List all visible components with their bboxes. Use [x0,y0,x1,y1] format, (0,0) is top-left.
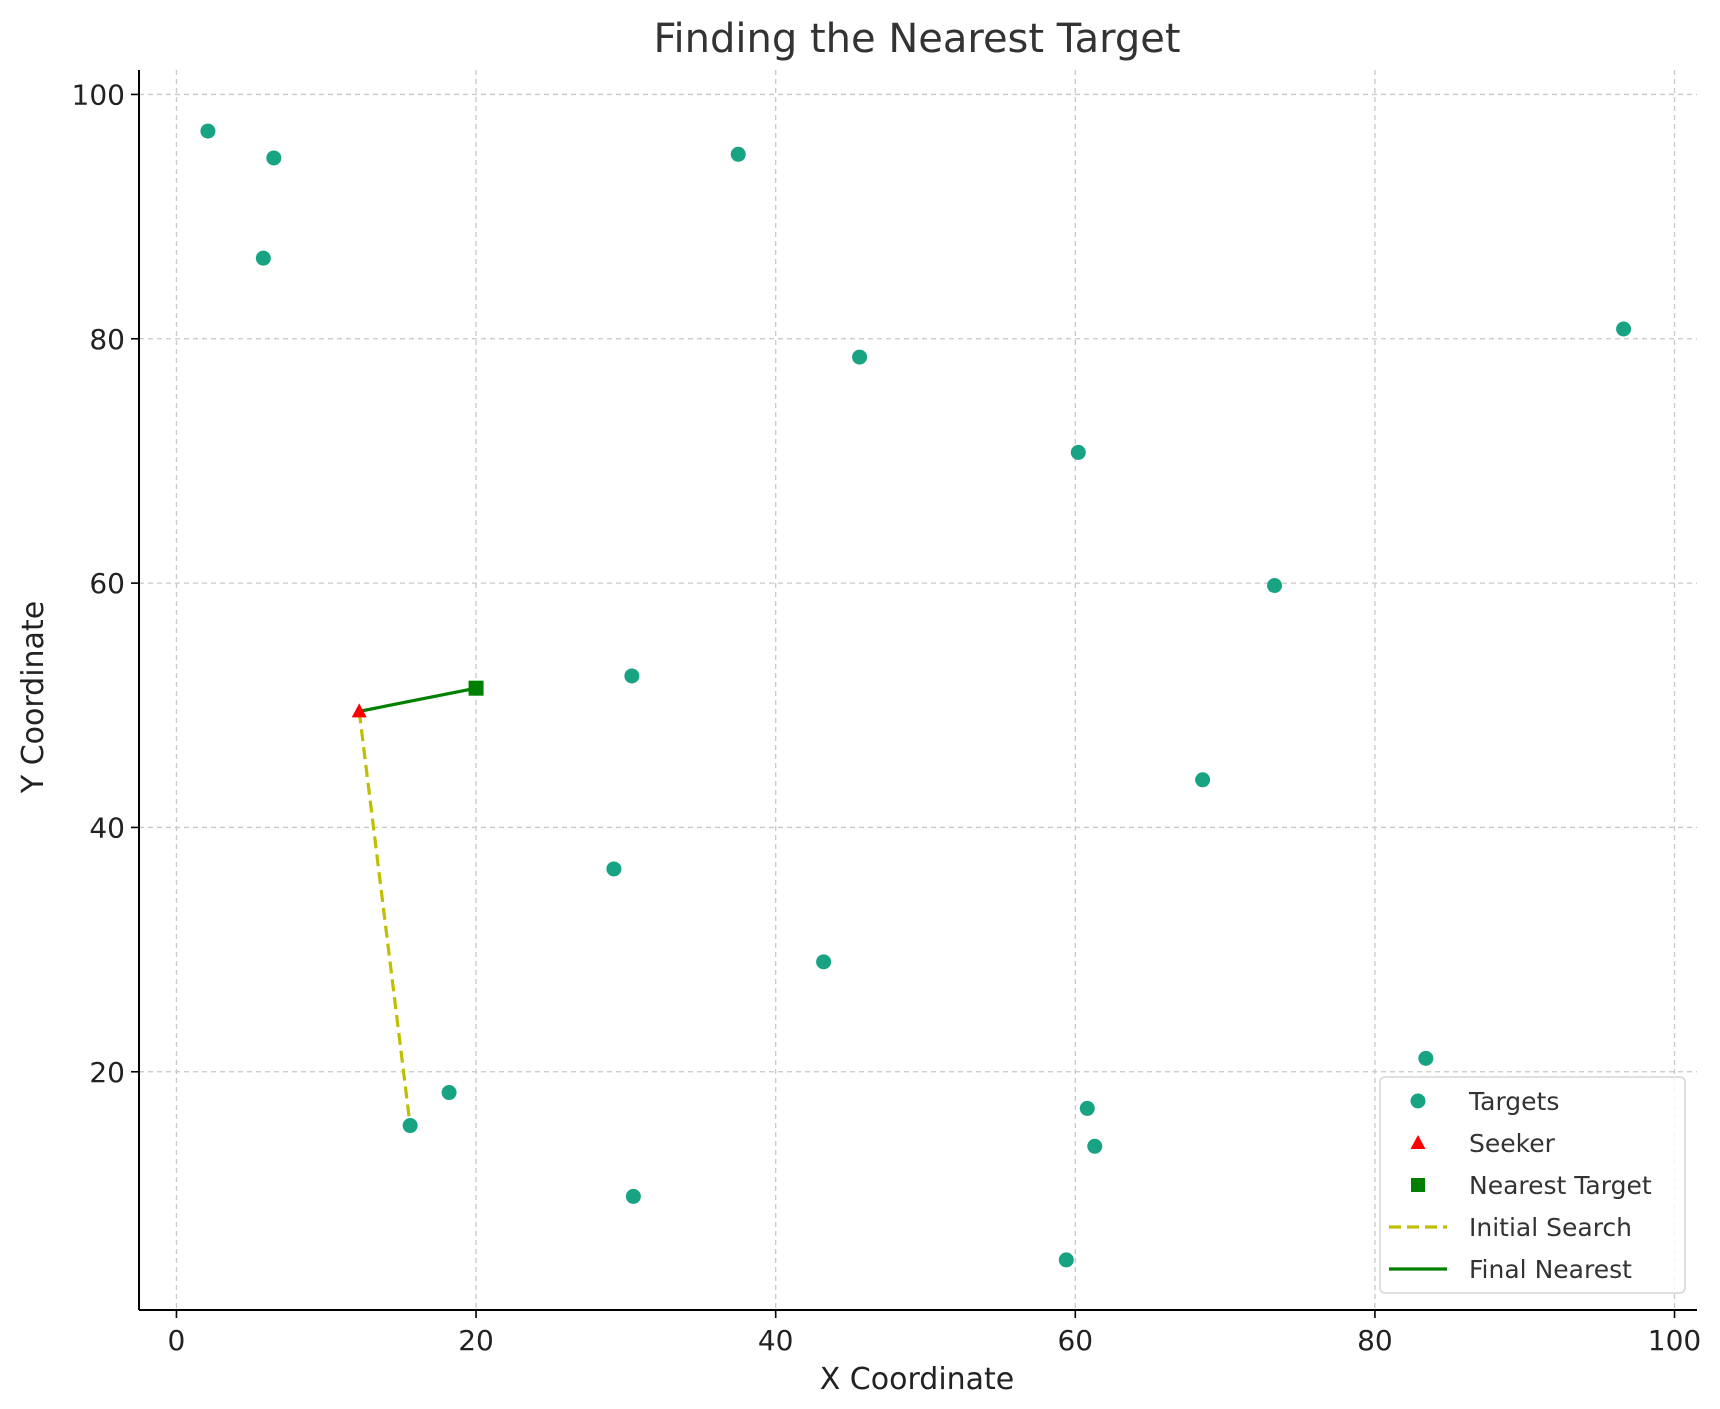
legend-nearest-target-label: Nearest Target [1469,1171,1652,1200]
grid-lines [139,70,1697,1310]
target-point [816,954,832,970]
y-tick-label: 60 [89,567,125,600]
legend-box [1379,1076,1686,1294]
legend-seeker-label: Seeker [1469,1129,1556,1158]
target-point [1616,321,1632,337]
target-point [402,1118,418,1134]
legend-targets-label: Targets [1468,1087,1559,1116]
target-point [1079,1100,1095,1116]
seeker-marker [351,703,367,718]
x-tick-label: 60 [1057,1324,1093,1357]
x-tick-label: 80 [1357,1324,1393,1357]
y-axis-label: Y Coordinate [16,601,51,794]
target-point [606,861,622,877]
target-point [852,349,868,365]
target-point [625,1188,641,1204]
plot-marks [200,123,1632,1268]
axes: 0 20 40 60 80 100 20 40 60 80 100 [72,70,1701,1357]
legend-seeker-swatch [1410,1135,1426,1149]
target-point [1070,444,1086,460]
legend-nearest-target-swatch [1411,1178,1425,1192]
target-point [1195,772,1211,788]
target-point [1058,1252,1074,1268]
x-tick-label: 20 [458,1324,494,1357]
final-nearest-line [358,686,477,713]
target-point [441,1085,457,1101]
y-tick-label: 40 [89,811,125,844]
x-axis-label: X Coordinate [820,1362,1015,1397]
legend-targets-swatch [1410,1093,1426,1109]
target-point [1418,1050,1434,1066]
target-point [624,668,640,684]
target-point [255,250,271,266]
y-tick-label: 20 [89,1056,125,1089]
x-tick-label: 100 [1648,1324,1701,1357]
target-point [1087,1138,1103,1154]
x-tick-label: 40 [758,1324,794,1357]
target-point [1267,578,1283,594]
target-point [200,123,216,139]
initial-search-line [357,711,412,1126]
target-point [266,150,282,166]
x-tick-label: 0 [168,1324,186,1357]
nearest-target-marker [468,680,484,696]
y-tick-label: 100 [72,78,125,111]
legend-final-nearest-label: Final Nearest [1469,1255,1632,1284]
y-tick-label: 80 [89,323,125,356]
target-point [730,146,746,162]
chart-title: Finding the Nearest Target [653,16,1180,62]
legend-initial-search-label: Initial Search [1469,1213,1632,1242]
legend: Targets Seeker Nearest Target Initial Searc… [1379,1076,1686,1294]
